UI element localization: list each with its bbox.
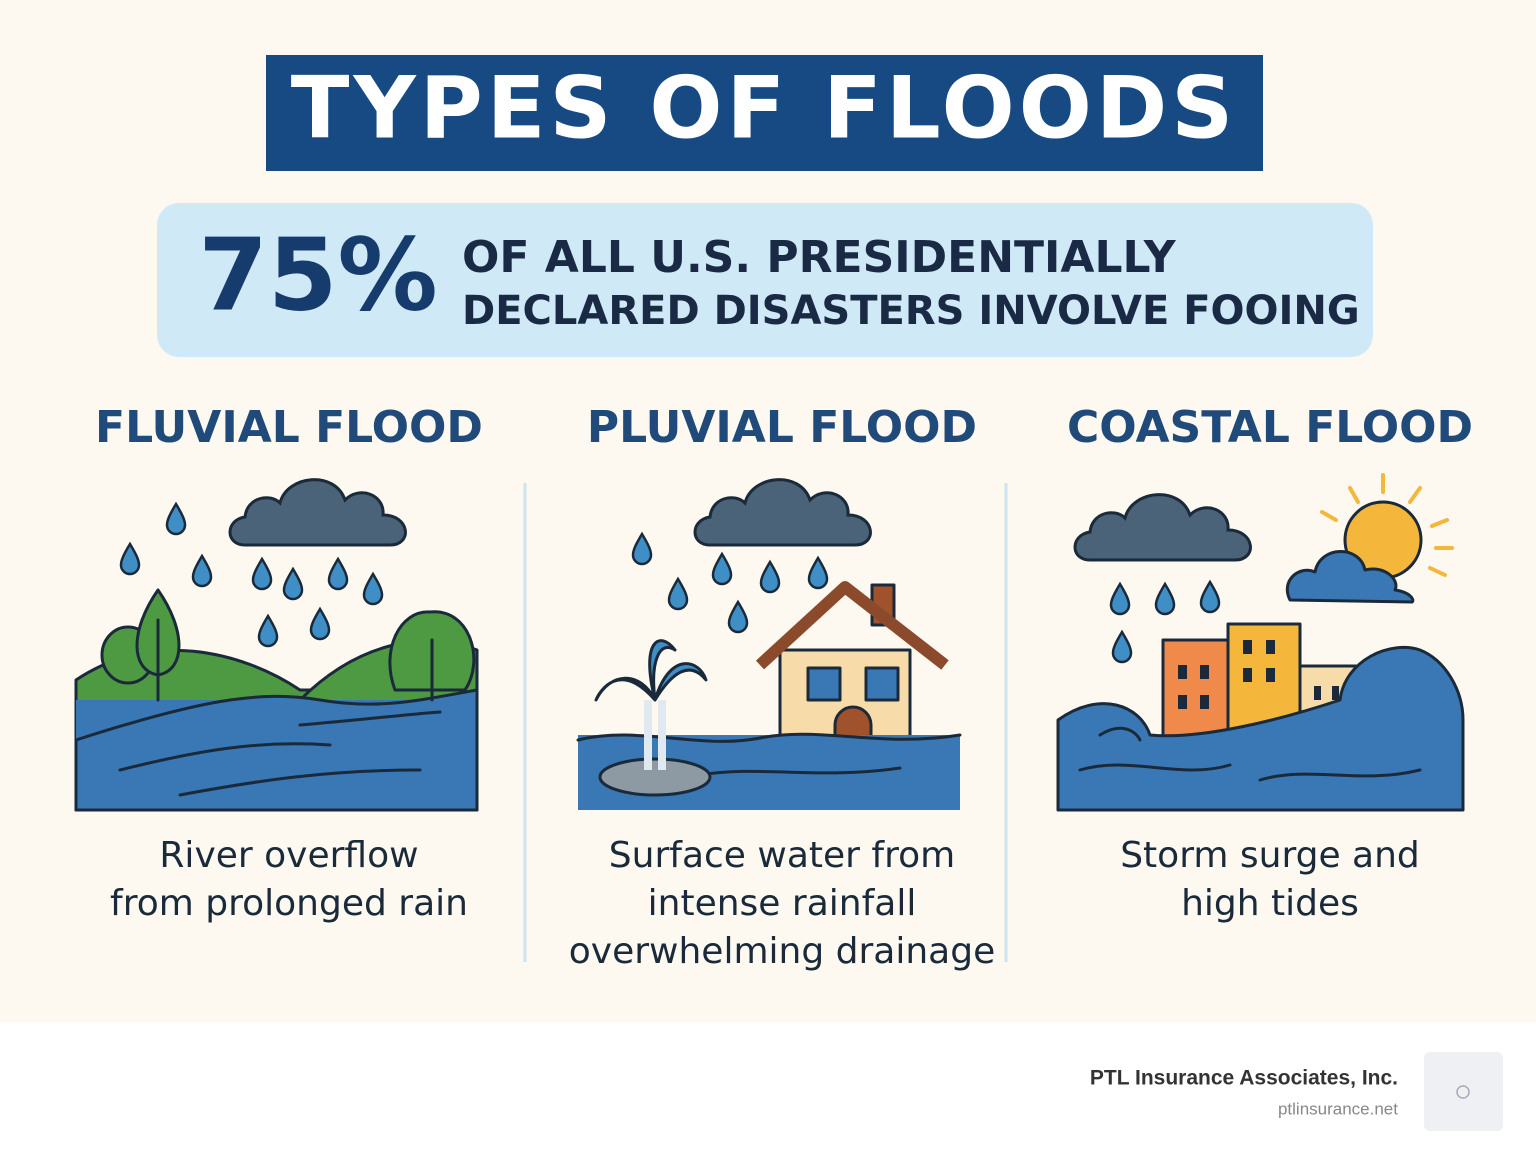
illustration-shape [806, 666, 842, 702]
column-description: Surface water from [609, 835, 955, 876]
illustration-shape [118, 710, 442, 797]
illustration-shape [1200, 665, 1209, 679]
illustration-shape [1320, 473, 1454, 577]
title-banner [266, 55, 1263, 171]
column-title: FLUVIAL FLOOD [95, 402, 483, 453]
column-description: Storm surge and [1120, 835, 1420, 876]
logo-icon [1456, 1085, 1470, 1099]
illustration-shape [1243, 640, 1252, 654]
title: TYPES OF FLOODS [291, 58, 1237, 158]
illustration-shape [644, 700, 666, 770]
stat-value: 75% [198, 216, 437, 333]
logo [1424, 1052, 1503, 1131]
illustration-shape [1332, 686, 1339, 700]
pluvial-illustration [576, 478, 962, 810]
illustration-shape [698, 766, 902, 777]
illustration-shape [1178, 640, 1339, 709]
illustration-shape [1178, 695, 1187, 709]
illustration-shape [1286, 550, 1415, 604]
coastal-illustration [1056, 473, 1465, 812]
column-title: COASTAL FLOOD [1067, 402, 1473, 453]
stat-box [157, 203, 1373, 357]
illustration-shape [1314, 686, 1321, 700]
illustration-shape [74, 688, 479, 812]
column-description: from prolonged rain [110, 883, 468, 924]
footer [0, 1022, 1536, 1154]
footer-company: PTL Insurance Associates, Inc. [1090, 1067, 1398, 1090]
illustration-shape [594, 639, 708, 702]
column-title: PLUVIAL FLOOD [587, 402, 977, 453]
illustration-shape [1200, 695, 1209, 709]
illustration-shape: FLUVIAL FLOOD River overflow from prolonge… [95, 402, 1473, 972]
illustration-shape [755, 581, 949, 670]
stat-line: DECLARED DISASTERS INVOLVE FOOING [462, 288, 1360, 334]
stat-line: OF ALL U.S. PRESIDENTIALLY [462, 232, 1177, 283]
column-description: intense rainfall [648, 883, 917, 924]
fluvial-illustration [74, 478, 479, 812]
illustration-shape [1266, 640, 1275, 654]
footer-url: ptlinsurance.net [1278, 1099, 1398, 1118]
illustration-shape [1266, 668, 1275, 682]
column-description: overwhelming drainage [569, 931, 995, 972]
column-description: River overflow [159, 835, 418, 876]
illustration-shape [1243, 668, 1252, 682]
illustration-shape [576, 732, 962, 743]
column-description: high tides [1181, 883, 1359, 924]
illustration-shape [1178, 665, 1187, 679]
illustration-shape [598, 757, 712, 797]
illustration-shape [864, 666, 900, 702]
illustration-shape [1078, 726, 1422, 782]
